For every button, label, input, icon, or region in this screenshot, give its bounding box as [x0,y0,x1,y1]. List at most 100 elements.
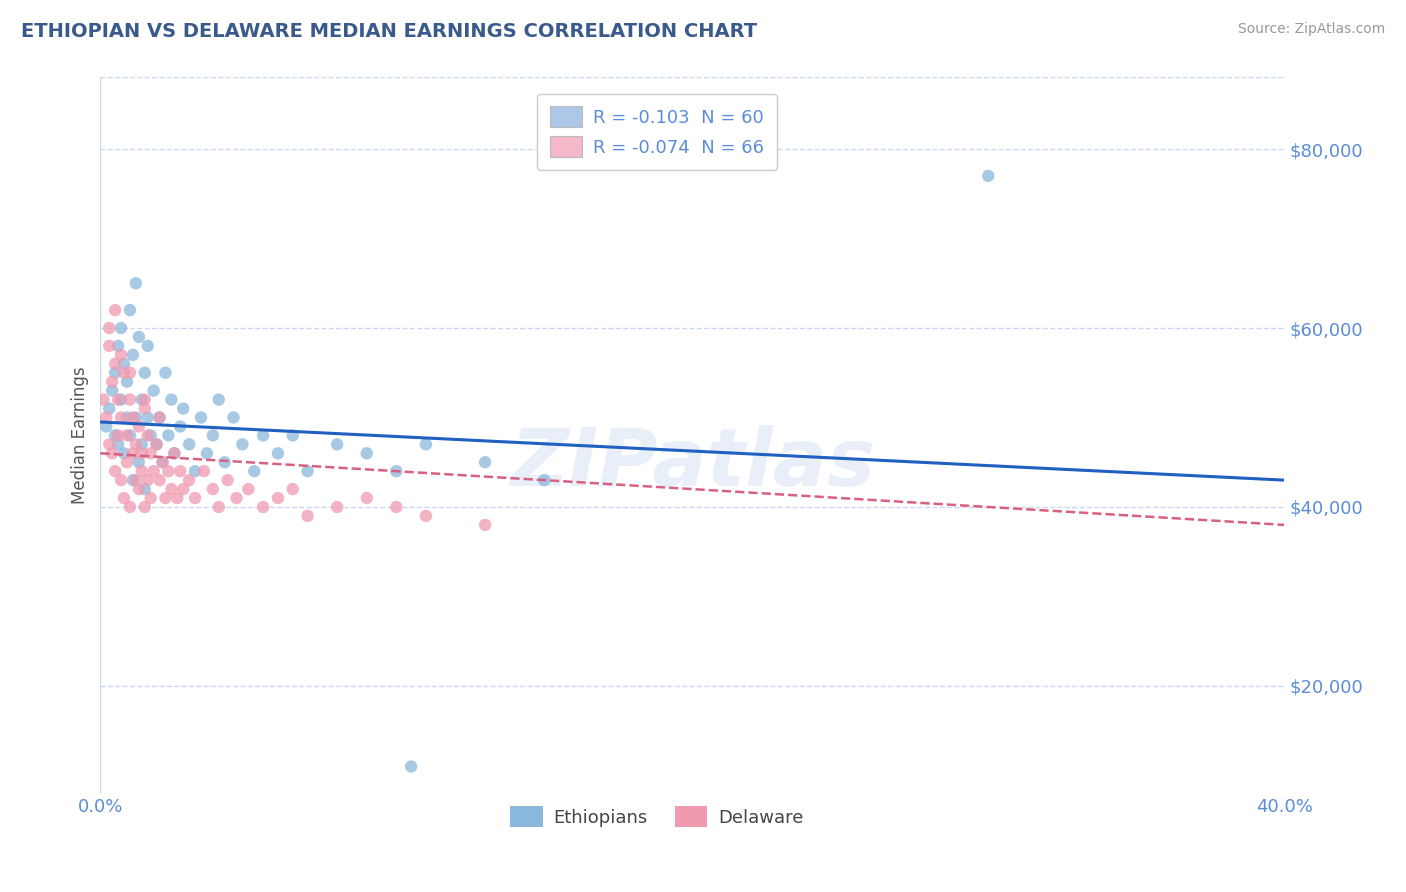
Point [252,428,274,442]
Point [110,473,132,487]
Point [190,410,212,425]
Point [136,473,159,487]
Point [118,428,141,442]
Point [134,500,156,514]
Point [131,464,153,478]
Point [104,428,127,442]
Point [474,517,496,532]
Point [112,366,135,380]
Point [139,491,162,505]
Point [115,410,138,425]
Point [101,375,124,389]
Point [115,428,138,442]
Point [267,491,290,505]
Point [98,401,121,416]
Point [208,500,231,514]
Point [297,508,319,523]
Point [148,410,170,425]
Point [179,473,201,487]
Point [136,339,159,353]
Point [267,446,290,460]
Point [148,410,170,425]
Point [110,410,132,425]
Point [977,169,1000,183]
Point [115,375,138,389]
Point [166,491,188,505]
Point [385,500,408,514]
Point [122,348,145,362]
Point [231,437,253,451]
Point [155,491,177,505]
Point [118,303,141,318]
Point [107,437,129,451]
Point [225,491,247,505]
Point [155,366,177,380]
Point [201,482,224,496]
Point [122,473,145,487]
Point [131,446,153,460]
Point [297,464,319,478]
Point [128,455,150,469]
Point [139,446,162,460]
Point [128,419,150,434]
Point [184,464,207,478]
Point [193,464,215,478]
Point [134,401,156,416]
Point [172,482,194,496]
Point [139,428,162,442]
Point [115,455,138,469]
Point [96,410,118,425]
Point [145,437,167,451]
Text: ETHIOPIAN VS DELAWARE MEDIAN EARNINGS CORRELATION CHART: ETHIOPIAN VS DELAWARE MEDIAN EARNINGS CO… [21,22,758,41]
Point [128,482,150,496]
Point [243,464,266,478]
Point [128,330,150,344]
Point [104,303,127,318]
Point [157,464,180,478]
Point [91,392,114,407]
Point [415,508,437,523]
Point [238,482,260,496]
Point [134,366,156,380]
Point [107,428,129,442]
Point [184,491,207,505]
Point [385,464,408,478]
Point [101,384,124,398]
Point [134,482,156,496]
Point [134,392,156,407]
Point [252,500,274,514]
Point [474,455,496,469]
Point [222,410,245,425]
Point [163,446,186,460]
Point [145,437,167,451]
Point [131,392,153,407]
Point [214,455,236,469]
Point [112,491,135,505]
Point [107,339,129,353]
Point [142,384,165,398]
Point [326,437,349,451]
Point [152,455,174,469]
Point [142,464,165,478]
Point [356,491,378,505]
Point [131,437,153,451]
Point [169,464,191,478]
Point [157,428,180,442]
Point [98,321,121,335]
Point [415,437,437,451]
Point [136,428,159,442]
Point [208,392,231,407]
Point [201,428,224,442]
Point [104,464,127,478]
Point [125,410,148,425]
Point [98,339,121,353]
Point [98,437,121,451]
Point [195,446,218,460]
Y-axis label: Median Earnings: Median Earnings [72,367,89,504]
Point [110,348,132,362]
Legend: Ethiopians, Delaware: Ethiopians, Delaware [503,799,811,834]
Point [356,446,378,460]
Point [122,410,145,425]
Point [533,473,555,487]
Point [179,437,201,451]
